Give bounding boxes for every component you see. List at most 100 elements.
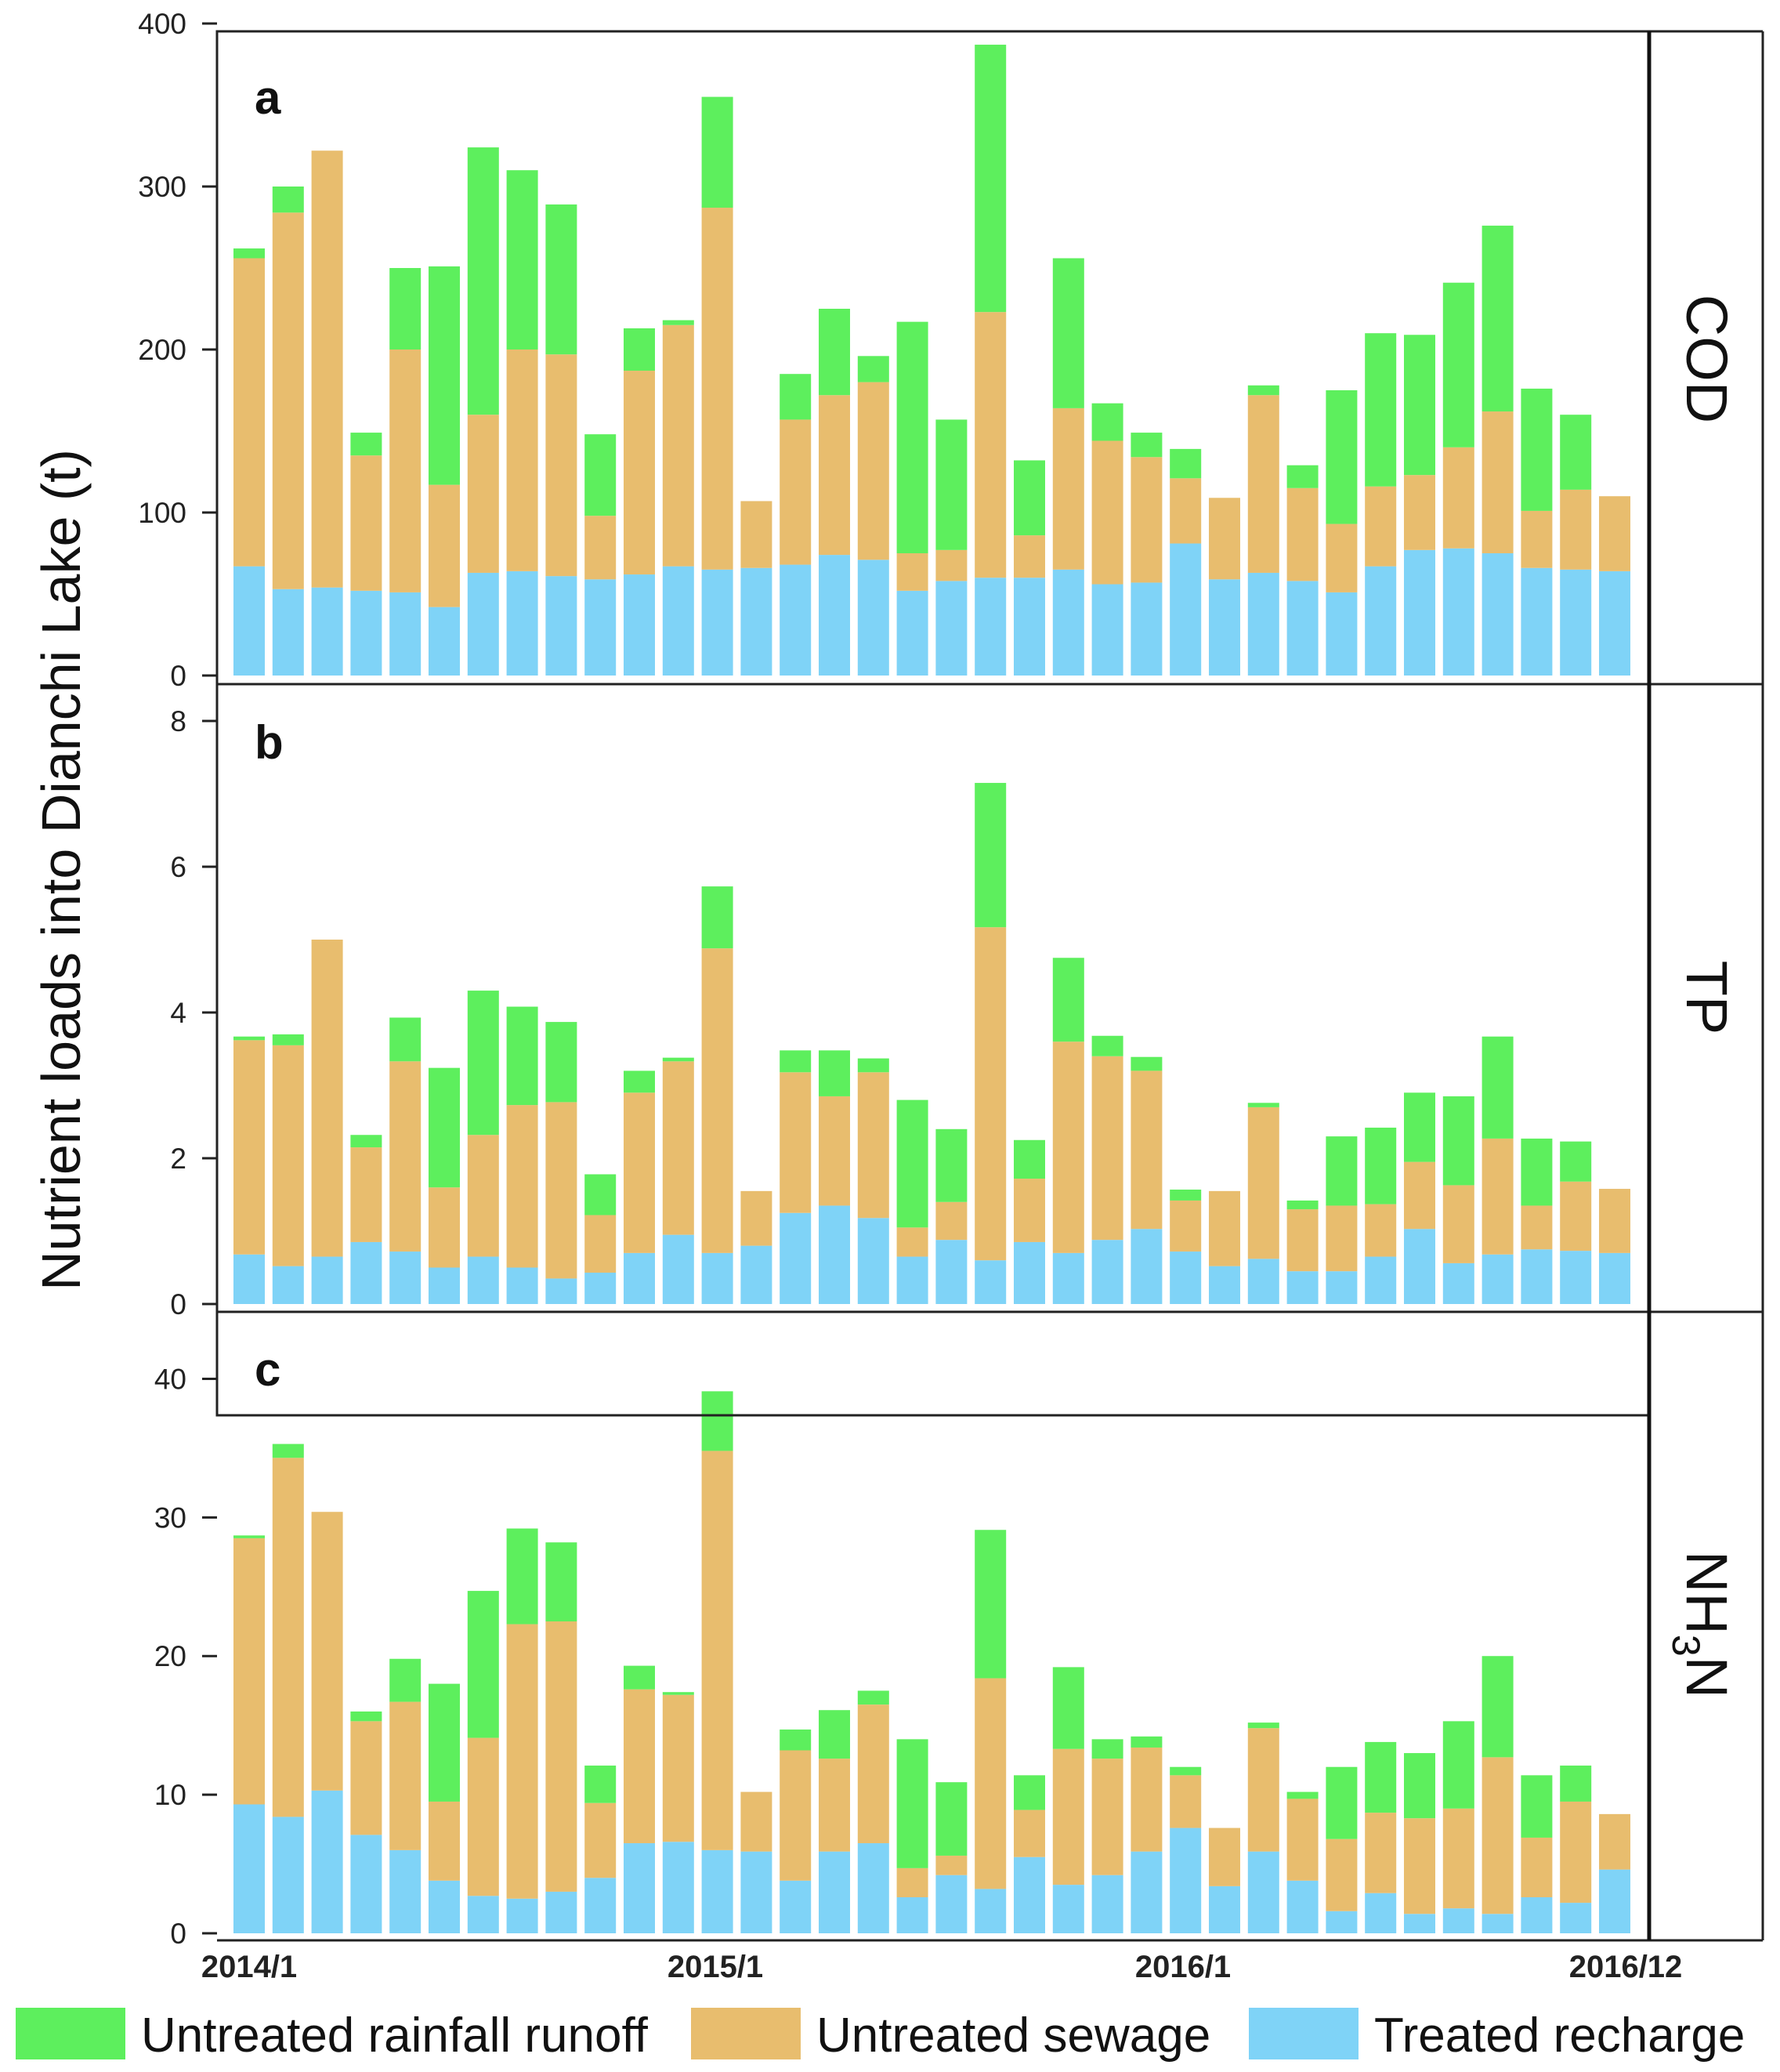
bar-rainfall-runoff [1052,958,1084,1042]
bar-untreated-sewage [896,553,928,591]
bar-treated-recharge [857,1218,889,1304]
bar-untreated-sewage [1091,1056,1123,1241]
bar-treated-recharge [429,1880,460,1933]
y-tick-label: 30 [154,1501,186,1534]
bar-untreated-sewage [819,395,850,556]
bar-treated-recharge [1014,1241,1045,1304]
bar-rainfall-runoff [857,356,889,382]
bar-untreated-sewage [272,1045,304,1266]
bar-treated-recharge [545,1278,577,1304]
bar-rainfall-runoff [233,1036,265,1041]
bar-treated-recharge [662,1842,694,1933]
legend-label-rainfall-runoff: Untreated rainfall runoff [141,2009,649,2063]
x-tick-label: 2015/1 [668,1950,763,1984]
bar-rainfall-runoff [584,434,617,516]
bar-untreated-sewage [389,1061,421,1252]
bar-treated-recharge [857,560,889,676]
y-tick-label: 0 [170,660,186,692]
panel-label: c [255,1343,280,1396]
bar-untreated-sewage [1091,440,1123,585]
bar-treated-recharge [467,572,499,676]
bar-treated-recharge [467,1256,499,1304]
bar-rainfall-runoff [624,328,655,371]
bar-untreated-sewage [701,948,733,1253]
bar-untreated-sewage [1560,1181,1592,1252]
panel-label: a [255,71,281,124]
bar-treated-recharge [1014,578,1045,676]
bar-treated-recharge [1599,571,1630,676]
bar-untreated-sewage [662,1061,694,1235]
bar-treated-recharge [1521,567,1553,676]
bar-untreated-sewage [1286,1209,1319,1272]
bar-untreated-sewage [350,1721,382,1835]
bar-untreated-sewage [819,1759,850,1852]
bar-untreated-sewage [1521,1837,1553,1898]
bar-rainfall-runoff [1247,1722,1279,1729]
panel-tp: 0 2 4 6 8 b [170,705,1630,1320]
bar-untreated-sewage [740,1190,772,1246]
bar-untreated-sewage [1170,1775,1202,1828]
bar-rainfall-runoff [896,1739,928,1868]
legend-swatch-treated [1249,2008,1359,2059]
bar-rainfall-runoff [1286,1200,1319,1210]
bar-untreated-sewage [701,208,733,570]
bar-untreated-sewage [1404,1161,1435,1230]
y-tick-label: 0 [170,1918,186,1950]
bar-rainfall-runoff [1091,403,1123,441]
bar-treated-recharge [1560,1251,1592,1304]
bar-rainfall-runoff [545,1542,577,1621]
bar-rainfall-runoff [857,1058,889,1073]
bar-rainfall-runoff [272,187,304,213]
bar-rainfall-runoff [780,374,812,420]
bar-treated-recharge [233,566,265,676]
bar-treated-recharge [1170,543,1202,676]
bar-rainfall-runoff [350,433,382,456]
bar-treated-recharge [1326,1271,1358,1304]
bar-treated-recharge [1286,581,1319,676]
bar-rainfall-runoff [1560,1141,1592,1182]
y-tick-label: 200 [138,334,186,366]
bar-untreated-sewage [1560,489,1592,570]
bar-untreated-sewage [1326,1838,1358,1911]
bar-untreated-sewage [1014,1179,1045,1242]
bar-rainfall-runoff [819,1050,850,1096]
bar-rainfall-runoff [233,248,265,259]
x-tick-label: 2016/1 [1135,1950,1231,1984]
bar-rainfall-runoff [701,886,733,949]
x-tick-label: 2016/12 [1569,1950,1683,1984]
bar-untreated-sewage [311,150,343,588]
bar-rainfall-runoff [272,1444,304,1458]
bar-treated-recharge [429,1267,460,1304]
bar-rainfall-runoff [1170,1766,1202,1776]
x-tick-label: 2014/1 [201,1950,297,1984]
y-tick-label: 300 [138,171,186,203]
bar-untreated-sewage [819,1096,850,1206]
bar-rainfall-runoff [1365,1127,1397,1204]
y-tick-label: 40 [154,1363,186,1395]
bar-rainfall-runoff [1482,1036,1514,1139]
bar-rainfall-runoff [1560,1765,1592,1802]
bar-treated-recharge [350,1835,382,1933]
bar-untreated-sewage [506,350,538,571]
bar-rainfall-runoff [1131,1736,1163,1748]
y-tick-label: 0 [170,1288,186,1320]
bar-untreated-sewage [584,516,617,580]
bar-rainfall-runoff [780,1050,812,1073]
bar-treated-recharge [311,587,343,676]
bar-treated-recharge [311,1790,343,1933]
bar-untreated-sewage [701,1451,733,1850]
bar-treated-recharge [272,1817,304,1933]
bar-untreated-sewage [1091,1759,1123,1875]
bar-rainfall-runoff [624,1070,655,1093]
bar-untreated-sewage [545,1621,577,1892]
bar-rainfall-runoff [545,1022,577,1103]
bar-rainfall-runoff [1365,333,1397,487]
bar-treated-recharge [1170,1827,1202,1933]
bar-rainfall-runoff [1170,1189,1202,1201]
bar-treated-recharge [1482,1254,1514,1304]
bar-treated-recharge [1091,584,1123,676]
bar-treated-recharge [819,1205,850,1304]
bar-treated-recharge [1599,1869,1630,1933]
bar-treated-recharge [935,1875,968,1933]
